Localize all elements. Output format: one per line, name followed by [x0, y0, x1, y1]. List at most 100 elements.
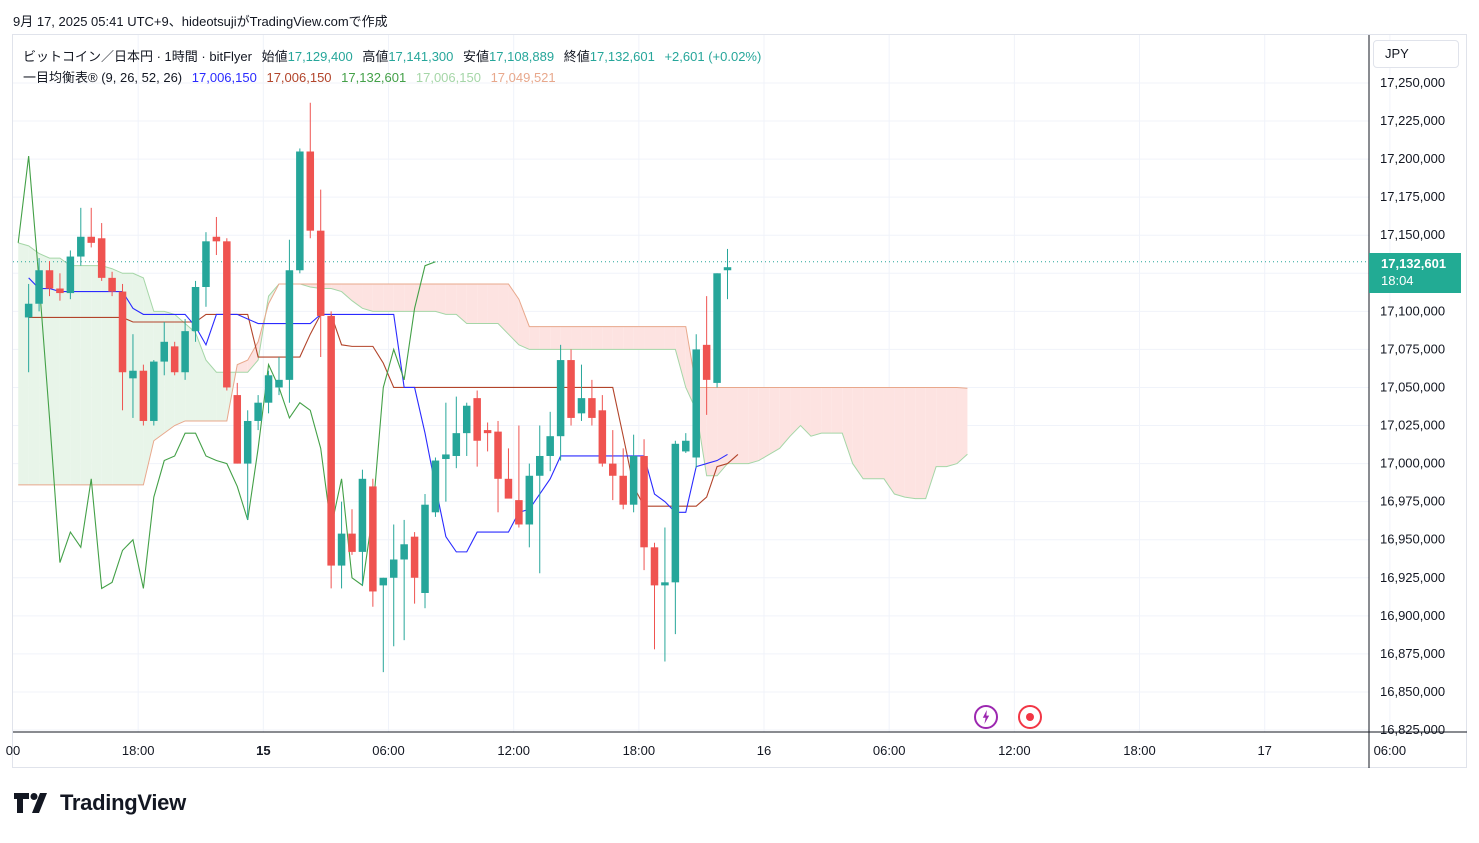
candle-body: [77, 236, 85, 257]
currency-button[interactable]: JPY: [1373, 40, 1459, 68]
symbol-legend[interactable]: ビットコイン／日本円 · 1時間 · bitFlyer 始値17,129,400…: [23, 46, 767, 65]
cloud-segment: [466, 283, 478, 324]
cloud-segment: [18, 242, 29, 485]
x-tick-label: 12:00: [497, 743, 530, 758]
tradingview-logo-icon: [14, 793, 47, 813]
cloud-segment: [143, 277, 154, 485]
symbol-title: ビットコイン／日本円 · 1時間 · bitFlyer: [23, 49, 252, 64]
candle-body: [713, 273, 721, 383]
cloud-segment: [644, 326, 655, 350]
cloud-segment: [132, 273, 144, 485]
candle-body: [170, 346, 179, 373]
x-tick-label: 18:00: [1123, 743, 1156, 758]
cloud-segment: [404, 283, 415, 312]
record-icon[interactable]: [1018, 705, 1042, 729]
candle-body: [87, 236, 95, 243]
x-tick-label: 00: [6, 743, 20, 758]
x-tick-label: 06:00: [873, 743, 906, 758]
cloud-segment: [341, 283, 352, 301]
cloud-segment: [664, 326, 676, 350]
candle-body: [546, 436, 554, 456]
candle-body: [66, 256, 75, 294]
candle-body: [400, 544, 408, 560]
cloud-segment: [790, 387, 801, 437]
cloud-segment: [925, 387, 937, 499]
candle-body: [723, 267, 732, 271]
axes: 17,250,000 17,225,000 17,200,000 17,175,000…: [6, 35, 1467, 768]
cloud-segment: [456, 283, 467, 324]
candle-body: [233, 395, 242, 464]
cloud-segment: [717, 387, 728, 476]
candle-body: [264, 375, 273, 403]
cloud-segment: [101, 265, 113, 485]
cloud-segment: [393, 283, 405, 312]
candle-body: [515, 500, 523, 525]
cloud-segment: [539, 326, 551, 350]
cloud-segment: [748, 387, 759, 464]
last-price-tag: 17,132,601 18:04: [1369, 253, 1461, 293]
candle-body: [556, 360, 565, 437]
tradingview-logo[interactable]: TradingView: [14, 790, 186, 816]
last-price-value: 17,132,601: [1381, 256, 1447, 271]
cloud-segment: [487, 283, 499, 324]
candle-body: [619, 475, 627, 505]
cloud-segment: [550, 326, 561, 350]
x-tick-label: 17: [1257, 743, 1271, 758]
candle-body: [650, 547, 659, 586]
chart-frame: [12, 34, 1467, 768]
alert-lightning-icon[interactable]: [974, 705, 998, 729]
candle-body: [285, 270, 294, 380]
cloud-segment: [852, 387, 864, 479]
cloud-segment: [883, 387, 895, 495]
cloud-segment: [800, 387, 811, 437]
candle-body: [504, 478, 513, 499]
chikou-value: 17,132,601: [341, 70, 407, 85]
candle-body: [45, 270, 54, 289]
candle-body: [483, 430, 492, 434]
candle-body: [316, 230, 325, 316]
cloud-segment: [737, 387, 749, 464]
cloud-segment: [706, 387, 718, 476]
candle-body: [108, 277, 116, 292]
x-tick-label: 12:00: [998, 743, 1031, 758]
y-tick-label: 16,900,000: [1380, 608, 1445, 623]
candle-body: [692, 349, 700, 458]
cloud-segment: [59, 258, 71, 485]
kijun-line: [28, 313, 739, 507]
candle-body: [640, 455, 648, 548]
candle-body: [327, 315, 335, 566]
candle-body: [702, 344, 711, 380]
y-tick-label: 16,950,000: [1380, 532, 1445, 547]
y-tick-label: 17,200,000: [1380, 151, 1445, 166]
candle-body: [462, 405, 471, 434]
y-tick-label: 17,150,000: [1380, 227, 1445, 242]
candle-body: [682, 440, 690, 452]
cloud-segment: [863, 387, 874, 479]
span-b-value: 17,049,521: [490, 70, 556, 85]
open-value: 始値17,129,400: [261, 49, 353, 64]
bar-countdown: 18:04: [1381, 273, 1414, 288]
tenkan-value: 17,006,150: [191, 70, 257, 85]
high-value: 高値17,141,300: [362, 49, 454, 64]
cloud-segment: [758, 387, 770, 461]
ichimoku-legend[interactable]: 一目均衡表® (9, 26, 52, 26) 17,006,150 17,006…: [23, 67, 562, 86]
y-tick-label: 17,000,000: [1380, 456, 1445, 471]
candle-body: [129, 370, 137, 379]
candle-body: [598, 410, 607, 464]
cloud-segment: [779, 387, 791, 449]
y-tick-label: 16,925,000: [1380, 570, 1445, 585]
candle-body: [160, 341, 169, 362]
x-tick-label: 18:00: [623, 743, 656, 758]
cloud-segment: [508, 283, 519, 345]
y-tick-label: 17,100,000: [1380, 303, 1445, 318]
change-value: +2,601 (+0.02%): [664, 49, 762, 64]
cloud-segment: [946, 387, 957, 467]
y-tick-label: 17,025,000: [1380, 418, 1445, 433]
candle-body: [24, 303, 33, 318]
candle-body: [588, 398, 596, 418]
candle-body: [35, 270, 43, 304]
cloud-segment: [195, 332, 206, 421]
cloud-segment: [445, 283, 457, 315]
candle-body: [431, 460, 440, 513]
